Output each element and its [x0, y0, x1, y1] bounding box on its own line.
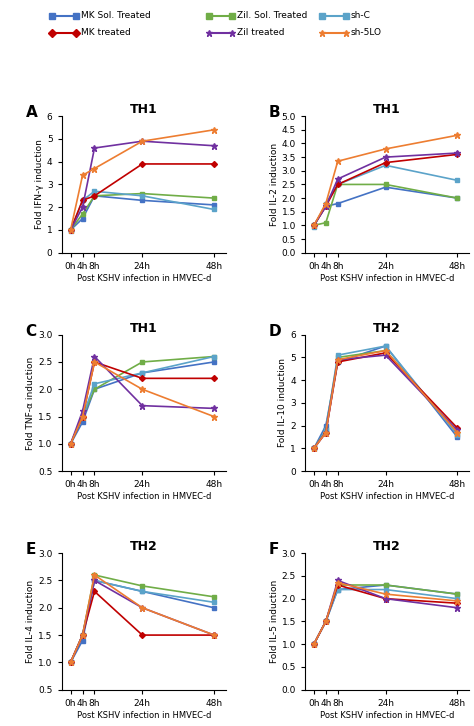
Y-axis label: Fold IFN-γ induction: Fold IFN-γ induction [35, 139, 44, 229]
Text: E: E [26, 542, 36, 558]
X-axis label: Post KSHV infection in HMVEC-d: Post KSHV infection in HMVEC-d [320, 274, 454, 282]
Title: TH1: TH1 [130, 322, 158, 335]
Y-axis label: Fold IL-5 induction: Fold IL-5 induction [270, 580, 279, 663]
X-axis label: Post KSHV infection in HMVEC-d: Post KSHV infection in HMVEC-d [77, 492, 211, 501]
Y-axis label: Fold IL-2 induction: Fold IL-2 induction [270, 143, 279, 226]
Title: TH1: TH1 [373, 103, 401, 116]
Text: C: C [26, 324, 36, 339]
Text: A: A [26, 105, 37, 121]
Text: sh-5LO: sh-5LO [351, 28, 382, 37]
Title: TH1: TH1 [130, 103, 158, 116]
Text: B: B [269, 105, 280, 121]
X-axis label: Post KSHV infection in HMVEC-d: Post KSHV infection in HMVEC-d [77, 711, 211, 719]
Y-axis label: Fold IL-10 induction: Fold IL-10 induction [278, 359, 287, 447]
X-axis label: Post KSHV infection in HMVEC-d: Post KSHV infection in HMVEC-d [320, 711, 454, 719]
Title: TH2: TH2 [373, 322, 401, 335]
Y-axis label: Fold IL-4 induction: Fold IL-4 induction [27, 580, 36, 663]
Text: F: F [269, 542, 279, 558]
Y-axis label: Fold TNF-α induction: Fold TNF-α induction [27, 356, 36, 449]
Text: sh-C: sh-C [351, 12, 371, 20]
X-axis label: Post KSHV infection in HMVEC-d: Post KSHV infection in HMVEC-d [320, 492, 454, 501]
X-axis label: Post KSHV infection in HMVEC-d: Post KSHV infection in HMVEC-d [77, 274, 211, 282]
Text: Zil. Sol. Treated: Zil. Sol. Treated [237, 12, 307, 20]
Title: TH2: TH2 [130, 540, 158, 553]
Text: Zil treated: Zil treated [237, 28, 284, 37]
Title: TH2: TH2 [373, 540, 401, 553]
Text: MK treated: MK treated [81, 28, 130, 37]
Text: MK Sol. Treated: MK Sol. Treated [81, 12, 150, 20]
Text: D: D [269, 324, 282, 339]
